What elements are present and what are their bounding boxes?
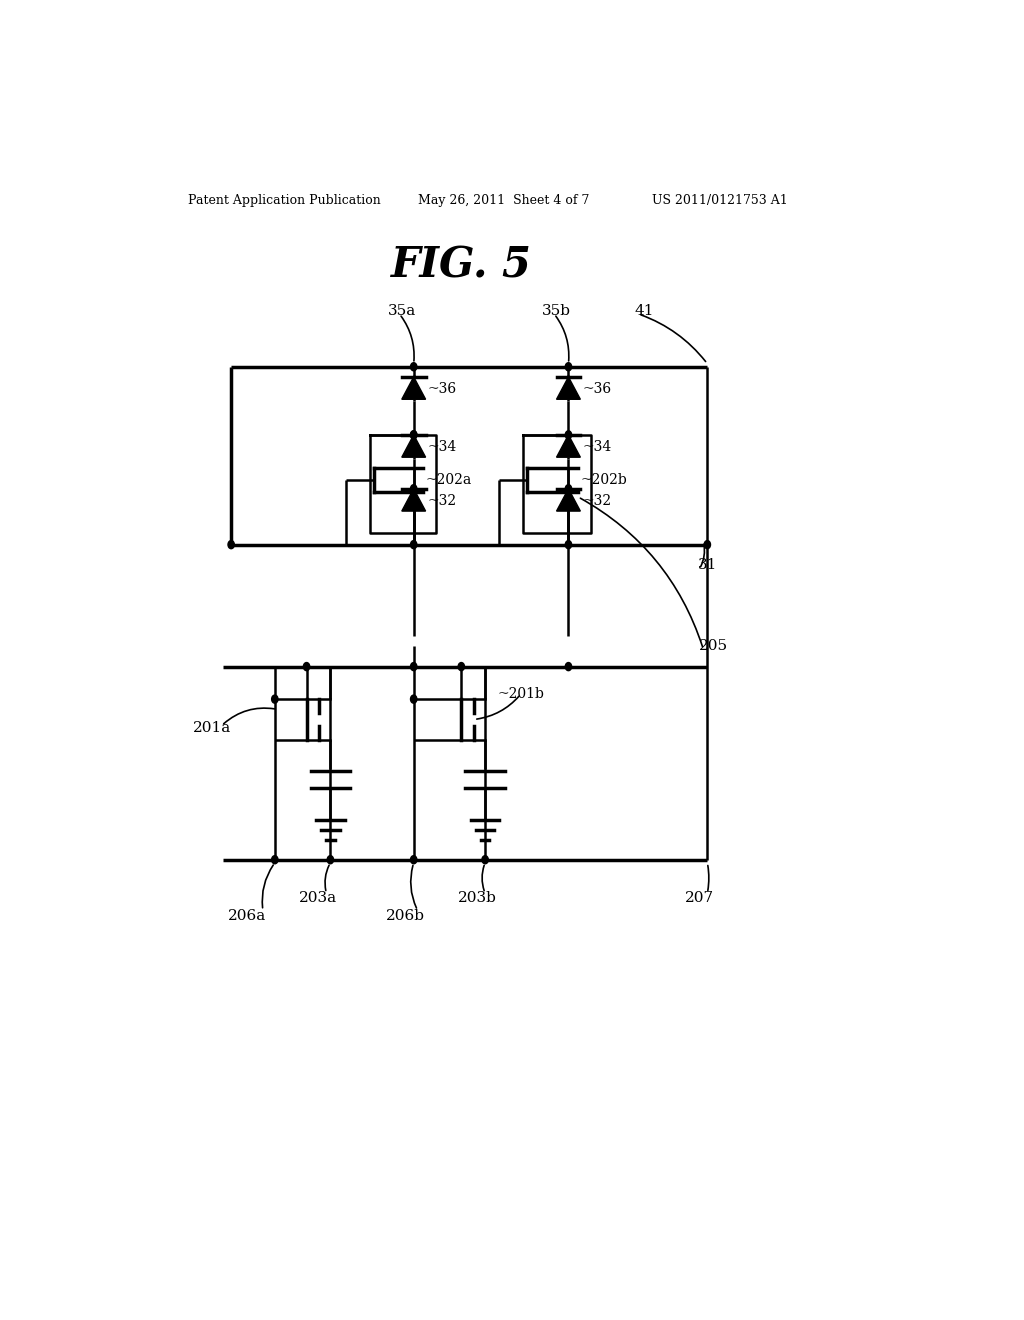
Text: ~36: ~36 xyxy=(583,381,612,396)
Circle shape xyxy=(271,696,278,704)
Text: US 2011/0121753 A1: US 2011/0121753 A1 xyxy=(652,194,787,207)
Text: 41: 41 xyxy=(634,304,653,318)
Text: 206b: 206b xyxy=(386,908,425,923)
Text: 206a: 206a xyxy=(228,908,266,923)
Circle shape xyxy=(303,663,309,671)
Circle shape xyxy=(411,696,417,704)
Circle shape xyxy=(411,541,417,549)
Polygon shape xyxy=(401,434,426,457)
Circle shape xyxy=(411,363,417,371)
Text: ~202a: ~202a xyxy=(426,473,472,487)
Text: May 26, 2011  Sheet 4 of 7: May 26, 2011 Sheet 4 of 7 xyxy=(418,194,589,207)
Text: 203b: 203b xyxy=(458,891,497,906)
Text: 35a: 35a xyxy=(388,304,417,318)
Text: ~34: ~34 xyxy=(428,440,458,454)
Text: 203a: 203a xyxy=(299,891,338,906)
Text: ~202b: ~202b xyxy=(581,473,627,487)
Circle shape xyxy=(271,855,278,863)
Text: ~32: ~32 xyxy=(428,494,457,508)
Polygon shape xyxy=(401,378,426,399)
Text: ~201b: ~201b xyxy=(497,686,544,701)
Circle shape xyxy=(411,663,417,671)
Circle shape xyxy=(565,484,571,492)
Circle shape xyxy=(411,430,417,440)
Circle shape xyxy=(411,484,417,492)
Text: ~34: ~34 xyxy=(583,440,612,454)
Text: 205: 205 xyxy=(699,639,728,653)
Circle shape xyxy=(565,541,571,549)
Text: 35b: 35b xyxy=(543,304,571,318)
Circle shape xyxy=(458,663,465,671)
Polygon shape xyxy=(557,378,581,399)
Text: ~36: ~36 xyxy=(428,381,457,396)
Text: Patent Application Publication: Patent Application Publication xyxy=(187,194,380,207)
Circle shape xyxy=(705,541,711,549)
Circle shape xyxy=(411,855,417,863)
Circle shape xyxy=(228,541,234,549)
Polygon shape xyxy=(401,488,426,511)
Text: ~32: ~32 xyxy=(583,494,612,508)
Text: 31: 31 xyxy=(697,558,717,572)
Circle shape xyxy=(482,855,488,863)
Circle shape xyxy=(328,855,334,863)
Text: FIG. 5: FIG. 5 xyxy=(391,244,531,286)
Circle shape xyxy=(565,363,571,371)
Text: 207: 207 xyxy=(685,891,714,906)
Text: 201a: 201a xyxy=(194,721,231,735)
Circle shape xyxy=(565,663,571,671)
Polygon shape xyxy=(557,434,581,457)
Circle shape xyxy=(411,430,417,440)
Circle shape xyxy=(565,430,571,440)
Polygon shape xyxy=(557,488,581,511)
